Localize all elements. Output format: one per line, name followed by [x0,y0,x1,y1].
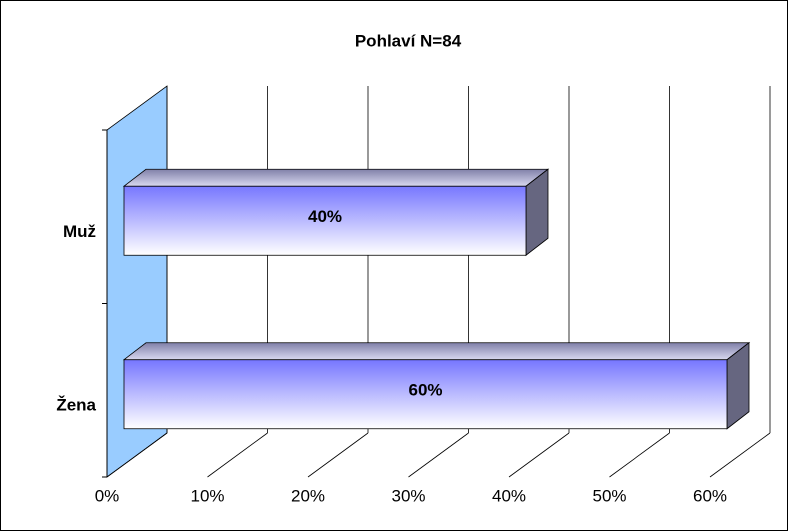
data-label: 60% [408,381,442,400]
x-tick-label: 0% [95,486,120,505]
x-tick-label: 30% [391,486,425,505]
x-tick-label: 10% [190,486,224,505]
floor-line [106,432,168,478]
bar-top [122,342,751,361]
x-tick-label: 20% [291,486,325,505]
floor-line [307,432,369,478]
y-tick-label: Žena [56,396,96,415]
floor-line [609,432,670,478]
bar-top [122,168,550,187]
floor-line [709,432,771,478]
x-tick-label: 60% [693,486,727,505]
floor-line [508,432,570,478]
floor-line [207,432,268,478]
y-tick-label: Muž [63,222,96,241]
x-tick-label: 40% [492,486,526,505]
x-tick-label: 50% [592,486,626,505]
data-label: 40% [308,207,342,226]
bar [123,185,527,256]
bar [123,359,728,430]
chart-title: Pohlaví N=84 [355,31,462,50]
floor-line [408,432,469,478]
